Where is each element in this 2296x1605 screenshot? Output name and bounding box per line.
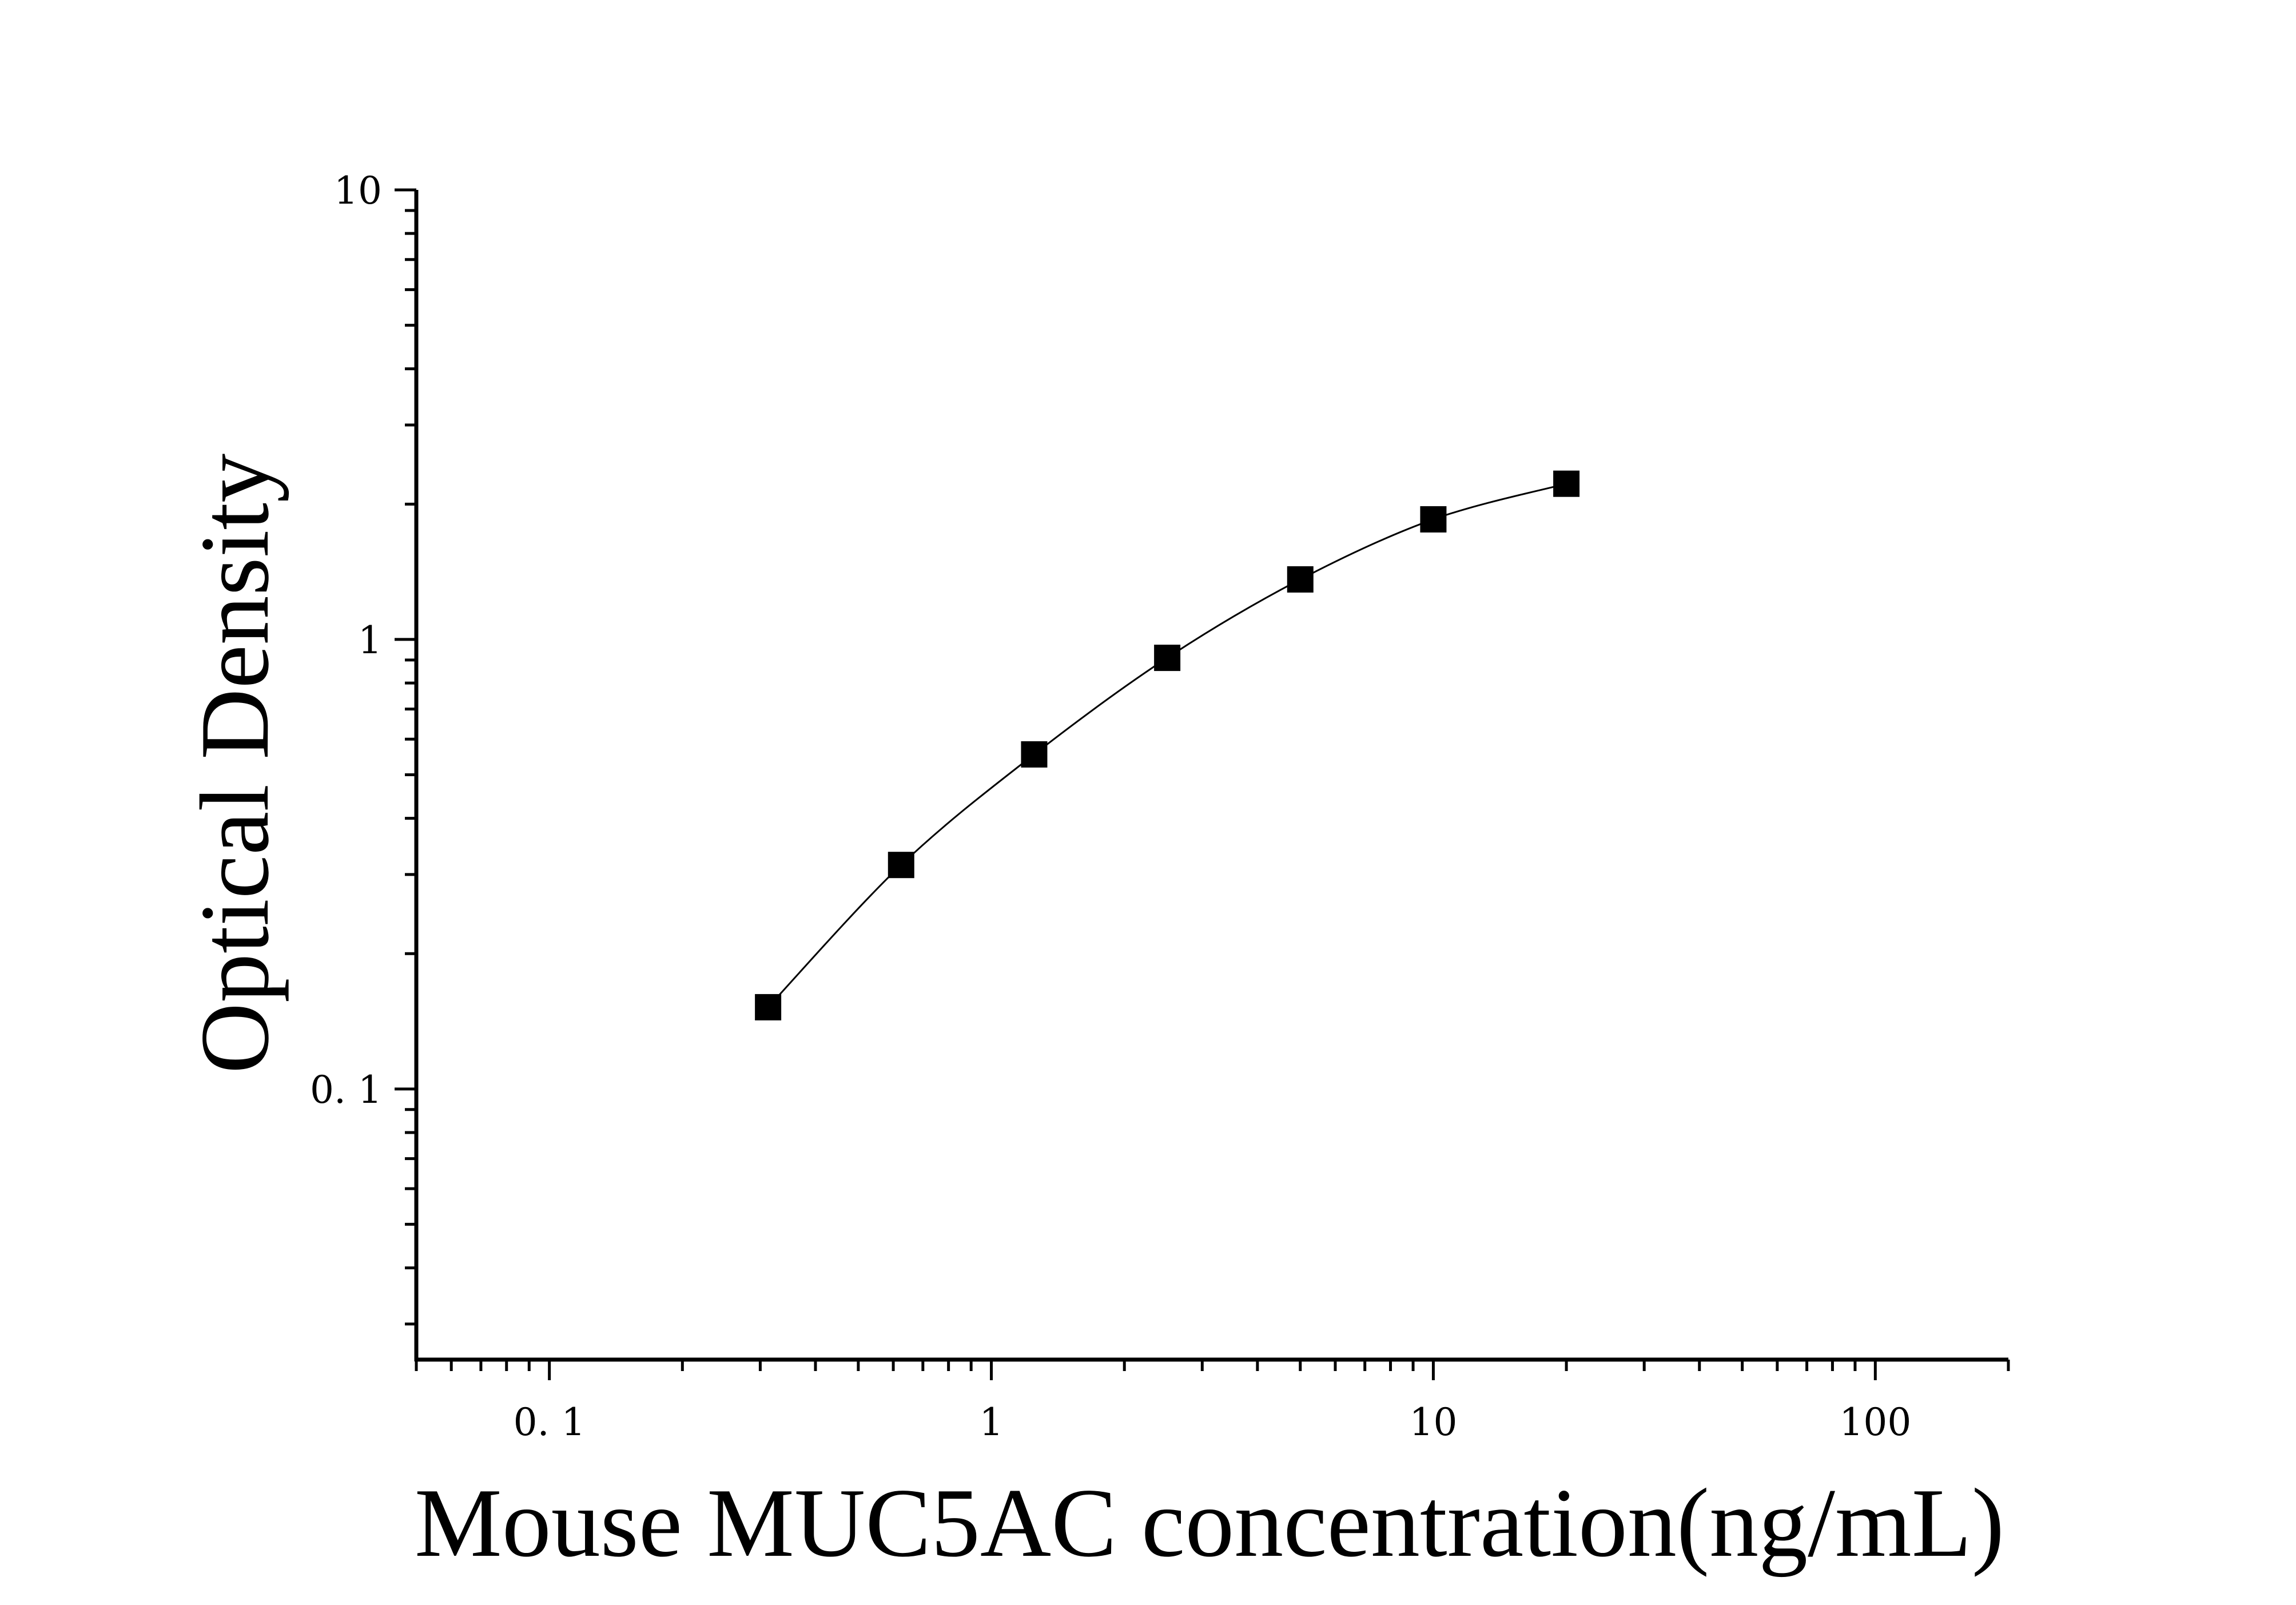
data-point — [1553, 470, 1580, 497]
ticks: 0. 1 1 10 100 0. 1 1 10 — [310, 169, 2010, 1444]
x-tick-label: 100 — [1839, 1400, 1911, 1444]
data-point — [1154, 645, 1181, 672]
x-tick-label: 10 — [1409, 1400, 1457, 1444]
data-points — [755, 470, 1580, 1020]
data-point — [755, 994, 782, 1020]
x-tick-label: 0. 1 — [514, 1400, 586, 1444]
data-point — [1021, 741, 1048, 768]
axes — [414, 190, 2008, 1362]
x-axis-title: Mouse MUC5AC concentration(ng/mL) — [415, 1469, 2004, 1578]
fit-curve-layer — [767, 483, 1567, 1008]
data-point — [1287, 566, 1314, 593]
data-point — [1420, 506, 1447, 533]
x-tick-label: 1 — [980, 1400, 1004, 1444]
y-tick-label: 10 — [334, 169, 382, 213]
fit-curve — [767, 483, 1567, 1008]
y-tick-label: 0. 1 — [310, 1068, 382, 1112]
y-axis-title: Optical Density — [181, 454, 289, 1074]
data-point — [888, 852, 914, 879]
y-tick-label: 1 — [358, 618, 382, 662]
